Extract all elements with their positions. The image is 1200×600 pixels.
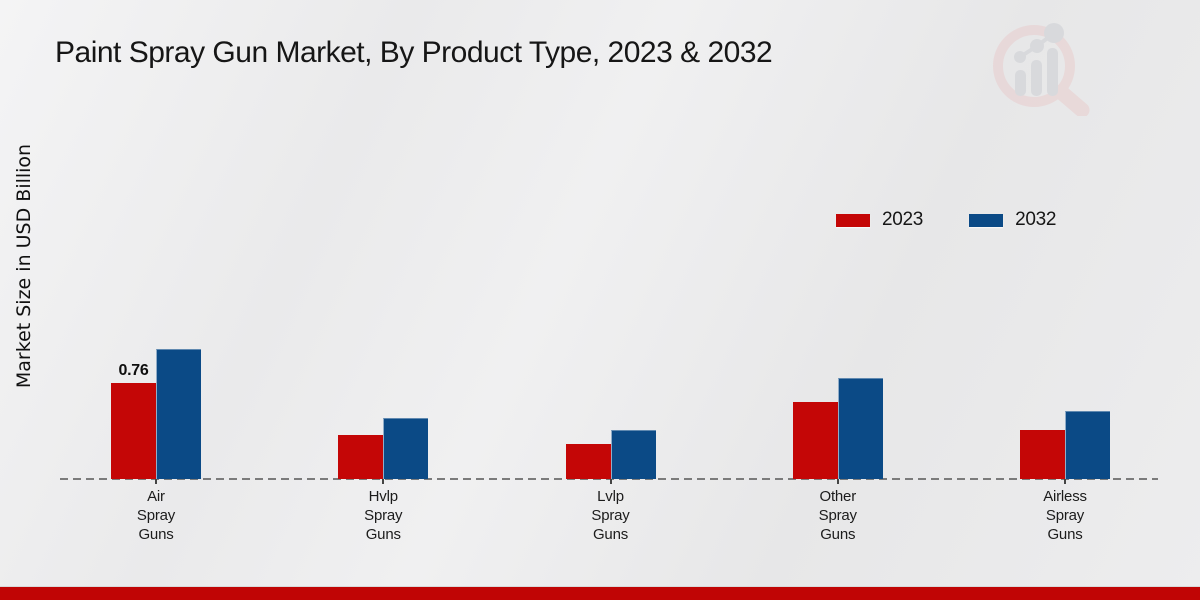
bar-2032-lvlp-spray-guns	[610, 430, 656, 479]
x-tick-airless-spray-guns	[1064, 479, 1066, 484]
bar-2023-hvlp-spray-guns	[338, 435, 384, 479]
x-tick-label-lvlp-spray-guns: Lvlp Spray Guns	[591, 488, 630, 543]
bar-value-label-0.76: 0.76	[118, 362, 149, 379]
x-tick-label-airless-spray-guns: Airless Spray Guns	[1043, 488, 1087, 543]
x-tick-hvlp-spray-guns	[382, 479, 385, 484]
bar-2023-lvlp-spray-guns	[565, 444, 611, 479]
chart-title: Paint Spray Gun Market, By Product Type,…	[55, 36, 773, 69]
x-tick-label-hvlp-spray-guns: Hvlp Spray Guns	[364, 488, 403, 543]
legend-swatch-2032	[969, 213, 1004, 227]
x-tick-label-other-spray-guns: Other Spray Guns	[818, 488, 857, 543]
x-tick-other-spray-guns	[836, 479, 839, 484]
bar-2032-hvlp-spray-guns	[383, 418, 429, 479]
legend-label-2032: 2032	[1015, 209, 1057, 230]
bar-2032-other-spray-guns	[837, 378, 883, 479]
bar-2023-other-spray-guns	[792, 402, 838, 479]
bar-2032-airless-spray-guns	[1065, 411, 1110, 479]
bar-2032-air-spray-guns	[156, 349, 201, 479]
legend-label-2023: 2023	[882, 209, 924, 230]
legend-item-2023: 2023	[836, 209, 923, 231]
x-axis-baseline	[60, 478, 1158, 480]
market-research-future-logo-icon	[993, 23, 1090, 116]
footer-accent-bar	[0, 586, 1200, 600]
x-tick-label-air-spray-guns: Air Spray Guns	[136, 488, 176, 543]
legend: 2023 2032	[836, 209, 1056, 231]
bar-2023-air-spray-guns	[111, 383, 156, 479]
x-tick-lvlp-spray-guns	[609, 479, 612, 484]
legend-item-2032: 2032	[969, 209, 1056, 231]
legend-swatch-2023	[836, 213, 870, 227]
bar-2023-airless-spray-guns	[1020, 430, 1065, 479]
x-tick-air-spray-guns	[155, 479, 157, 484]
